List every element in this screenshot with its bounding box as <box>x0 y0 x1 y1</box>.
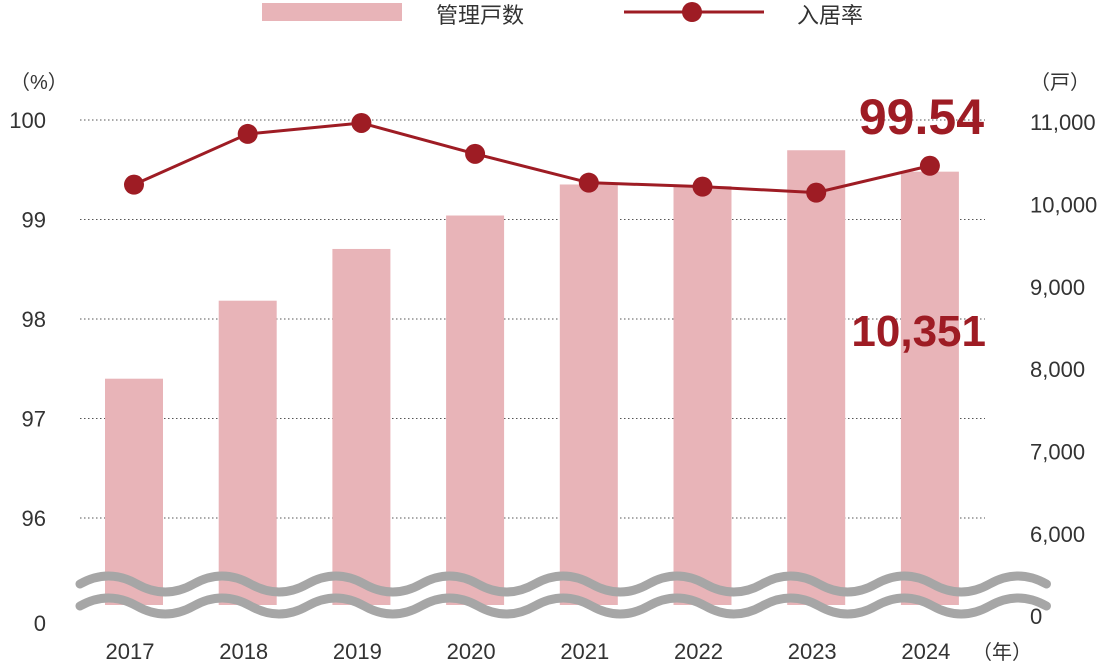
x-axis-tick-label: 2022 <box>674 639 723 664</box>
right-axis-ticks: 6,000 7,000 8,000 9,000 10,000 11,000 <box>1030 110 1097 547</box>
legend: 管理戸数 入居率 <box>262 2 863 28</box>
occupancy-point-2024 <box>919 155 940 176</box>
left-axis-zero-label: 0 <box>34 611 46 636</box>
legend-line-label: 入居率 <box>797 3 863 28</box>
bar-2017 <box>105 378 163 605</box>
occupancy-callout: 99.54 <box>859 89 984 145</box>
left-axis-tick-label: 100 <box>9 108 46 133</box>
occupancy-point-2023 <box>806 182 827 203</box>
right-axis-tick-label: 7,000 <box>1030 440 1085 465</box>
bar-2023 <box>787 150 846 606</box>
left-axis-unit: （%） <box>10 71 68 94</box>
x-axis-tick-label: 2019 <box>333 639 382 664</box>
bar-2021 <box>559 184 618 605</box>
right-axis-tick-label: 11,000 <box>1030 110 1096 135</box>
left-axis-tick-label: 99 <box>22 208 46 233</box>
left-axis-tick-label: 97 <box>22 407 46 432</box>
x-axis-tick-label: 2023 <box>788 639 837 664</box>
axis-break <box>75 571 1051 619</box>
x-axis-tick-label: 2017 <box>106 639 155 664</box>
legend-bar-swatch <box>262 3 402 21</box>
right-axis-tick-label: 10,000 <box>1030 192 1097 217</box>
break-wave-1 <box>75 571 1051 597</box>
bar-2022 <box>673 186 732 605</box>
occupancy-point-2022 <box>692 176 713 197</box>
x-axis-unit: （年） <box>972 641 1032 664</box>
bar-2018 <box>218 300 277 605</box>
left-axis-ticks: 96 97 98 99 100 <box>9 108 46 531</box>
occupancy-point-2017 <box>124 174 144 195</box>
bar-2024 <box>900 171 959 605</box>
right-axis-tick-label: 6,000 <box>1030 522 1085 547</box>
bar-2020 <box>446 215 505 605</box>
units-callout: 10,351 <box>851 307 986 356</box>
grid-lines <box>80 119 985 519</box>
x-axis-ticks: 2017 2018 2019 2020 2021 2022 2023 2024 <box>106 639 951 664</box>
left-axis-tick-label: 98 <box>22 307 46 332</box>
x-axis-tick-label: 2018 <box>219 639 268 664</box>
occupancy-polyline <box>133 121 931 195</box>
legend-bars-label: 管理戸数 <box>436 3 524 28</box>
right-axis-tick-label: 9,000 <box>1030 275 1085 300</box>
x-axis-tick-label: 2024 <box>901 639 950 664</box>
right-axis-unit: （戸） <box>1030 71 1090 94</box>
bars <box>105 150 959 606</box>
x-axis-tick-label: 2021 <box>560 639 609 664</box>
occupancy-line <box>124 112 940 203</box>
occupancy-point-2020 <box>465 143 486 164</box>
occupancy-point-2021 <box>578 172 599 193</box>
x-axis-tick-label: 2020 <box>447 639 496 664</box>
bar-2019 <box>332 248 391 605</box>
break-wave-2 <box>75 593 1051 619</box>
legend-line-marker <box>682 2 702 22</box>
right-axis-zero-label: 0 <box>1030 604 1042 629</box>
occupancy-point-2018 <box>237 123 258 144</box>
right-axis-tick-label: 8,000 <box>1030 357 1085 382</box>
left-axis-tick-label: 96 <box>22 506 46 531</box>
occupancy-point-2019 <box>351 112 372 133</box>
